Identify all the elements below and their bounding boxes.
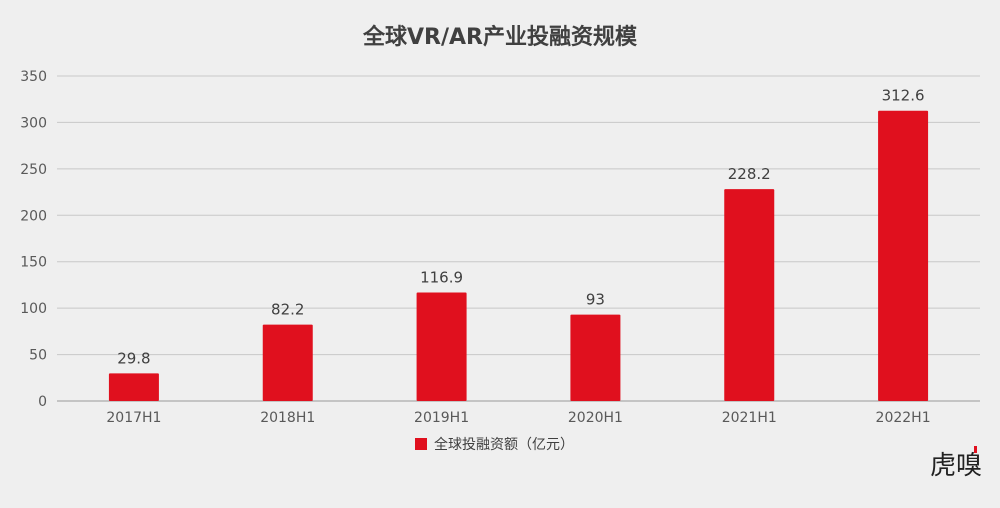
data-label: 116.9 (420, 268, 463, 286)
y-tick-label: 150 (20, 255, 47, 271)
y-axis: 0 50 100 150 200 250 300 350 (20, 69, 47, 410)
y-tick-label: 300 (20, 115, 47, 131)
data-label: 93 (586, 291, 605, 309)
x-tick-label: 2017H1 (106, 410, 161, 426)
bars (108, 110, 929, 401)
y-tick-label: 200 (20, 208, 47, 224)
y-tick-label: 50 (29, 348, 47, 364)
bar (262, 324, 313, 401)
bar (878, 110, 929, 401)
x-tick-label: 2018H1 (260, 410, 315, 426)
data-labels: 29.8 82.2 116.9 93 228.2 312.6 (117, 87, 924, 368)
data-label: 29.8 (117, 349, 150, 367)
y-tick-label: 350 (20, 69, 47, 85)
legend: 全球投融资额（亿元） (415, 436, 574, 453)
y-tick-label: 0 (38, 394, 47, 410)
logo-text: 虎嗅 (930, 451, 982, 481)
x-axis: 2017H1 2018H1 2019H1 2020H1 2021H1 2022H1 (106, 410, 930, 426)
bar (416, 292, 467, 401)
gridlines (57, 75, 980, 402)
data-label: 82.2 (271, 301, 304, 319)
chart-title: 全球VR/AR产业投融资规模 (362, 24, 638, 50)
data-label: 312.6 (882, 87, 925, 105)
legend-label: 全球投融资额（亿元） (434, 436, 574, 453)
x-tick-label: 2020H1 (568, 410, 623, 426)
x-tick-label: 2021H1 (722, 410, 777, 426)
y-tick-label: 100 (20, 301, 47, 317)
bar (724, 189, 775, 401)
y-tick-label: 250 (20, 162, 47, 178)
x-tick-label: 2019H1 (414, 410, 469, 426)
data-label: 228.2 (728, 165, 771, 183)
logo-red-mark (974, 446, 977, 453)
x-tick-label: 2022H1 (876, 410, 931, 426)
bar (570, 314, 621, 401)
legend-swatch (415, 438, 427, 450)
huxiu-logo: 虎嗅 (930, 446, 982, 481)
bar (108, 373, 159, 401)
